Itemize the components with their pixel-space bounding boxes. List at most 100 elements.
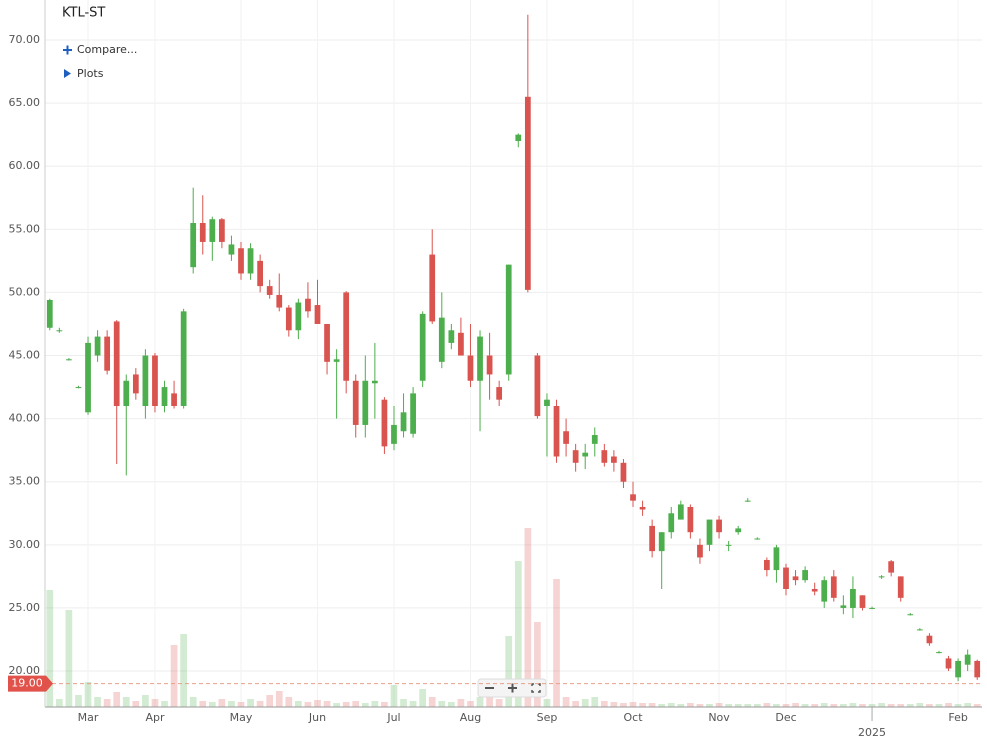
volume-bar: [553, 579, 560, 707]
candle-body: [486, 355, 493, 375]
plots-label[interactable]: Plots: [77, 67, 104, 80]
candle-body: [869, 607, 875, 609]
candle-body: [916, 629, 923, 631]
candle-body: [859, 595, 866, 608]
volume-bar: [581, 699, 589, 707]
volume-bar: [275, 691, 283, 707]
candle-body: [677, 504, 684, 520]
candle-body: [276, 294, 283, 308]
volume-bar: [371, 701, 379, 707]
volume-layer: [46, 528, 981, 707]
zoom-controls: [477, 678, 547, 698]
candle-body: [113, 321, 120, 407]
volume-bar: [840, 704, 847, 707]
candle-body: [534, 355, 541, 417]
candle-body: [725, 544, 732, 546]
volume-bar: [94, 697, 101, 707]
volume-bar: [295, 701, 302, 707]
volume-bar: [543, 699, 551, 707]
volume-bar: [687, 703, 694, 707]
x-tick-label: Mar: [78, 711, 99, 724]
volume-bar: [228, 701, 235, 707]
candle-body: [582, 452, 589, 457]
zoom-in[interactable]: [508, 683, 517, 693]
volume-bar: [753, 704, 761, 707]
volume-bar: [887, 704, 895, 707]
candle-body: [305, 298, 311, 312]
candle-body: [936, 652, 942, 654]
y-tick-label: 20.00: [9, 664, 41, 677]
candle-body: [228, 244, 235, 255]
volume-bar: [591, 697, 599, 707]
candle-body: [649, 525, 656, 552]
x-tick-label: Oct: [623, 711, 643, 724]
candle-body: [945, 658, 952, 669]
candle-body: [744, 500, 751, 502]
candle-body: [85, 342, 91, 413]
x-tick-label: Aug: [460, 711, 481, 724]
volume-bar: [46, 590, 54, 707]
volume-bar: [505, 636, 513, 707]
volume-bar: [964, 703, 972, 707]
candle-body: [783, 567, 789, 589]
volume-bar: [84, 682, 92, 707]
volume-bar: [945, 703, 952, 707]
x-tick-label: Nov: [708, 711, 730, 724]
volume-bar: [514, 561, 522, 707]
compare-button[interactable]: Compare...: [63, 43, 137, 56]
compare-label[interactable]: Compare...: [77, 43, 137, 56]
candle-body: [764, 559, 770, 571]
x-tick-label: Sep: [537, 711, 558, 724]
candle-body: [830, 576, 837, 598]
candle-body: [448, 330, 455, 343]
volume-bar: [734, 704, 742, 707]
candle-body: [716, 519, 722, 533]
volume-bar: [390, 685, 398, 707]
candle-body: [410, 393, 416, 434]
volume-bar: [629, 702, 637, 707]
volume-bar: [916, 703, 924, 707]
candle-body: [285, 307, 292, 331]
volume-bar: [142, 695, 149, 707]
candle-body: [811, 588, 818, 592]
candle-body: [544, 399, 550, 407]
volume-bar: [457, 699, 465, 707]
volume-bar: [189, 697, 197, 707]
y-tick-label: 25.00: [9, 601, 41, 614]
candle-body: [66, 359, 72, 361]
volume-bar: [954, 704, 962, 707]
y-tick-label: 45.00: [9, 349, 41, 362]
candle-body: [821, 580, 828, 602]
candle-body: [792, 576, 799, 581]
x-tick-label: 2025: [858, 726, 886, 739]
candle-body: [897, 576, 904, 598]
candle-body: [496, 387, 503, 400]
candle-body: [257, 260, 263, 287]
candle-body: [400, 412, 407, 432]
candle-body: [735, 528, 742, 533]
candle-body: [639, 506, 646, 510]
candle-body: [438, 317, 445, 362]
candle-body: [314, 305, 321, 324]
volume-bar: [906, 704, 914, 707]
candle-body: [104, 336, 111, 371]
y-tick-label: 70.00: [9, 33, 41, 46]
volume-bar: [639, 703, 646, 707]
candle-body: [754, 538, 761, 540]
volume-bar: [562, 697, 570, 707]
x-tick-label: Jul: [386, 711, 400, 724]
x-tick-label: May: [230, 711, 253, 724]
candle-body: [802, 570, 808, 581]
volume-bar: [333, 703, 340, 707]
candle-body: [964, 654, 971, 665]
y-tick-label: 30.00: [9, 538, 41, 551]
last-price-label: 19.00: [11, 677, 43, 690]
candle-body: [333, 359, 340, 362]
candle-body: [658, 532, 665, 552]
volume-bar: [820, 703, 828, 707]
plots-button[interactable]: Plots: [64, 67, 104, 80]
candle-body: [343, 292, 350, 381]
candle-body: [515, 134, 522, 141]
volume-bar: [849, 703, 857, 707]
